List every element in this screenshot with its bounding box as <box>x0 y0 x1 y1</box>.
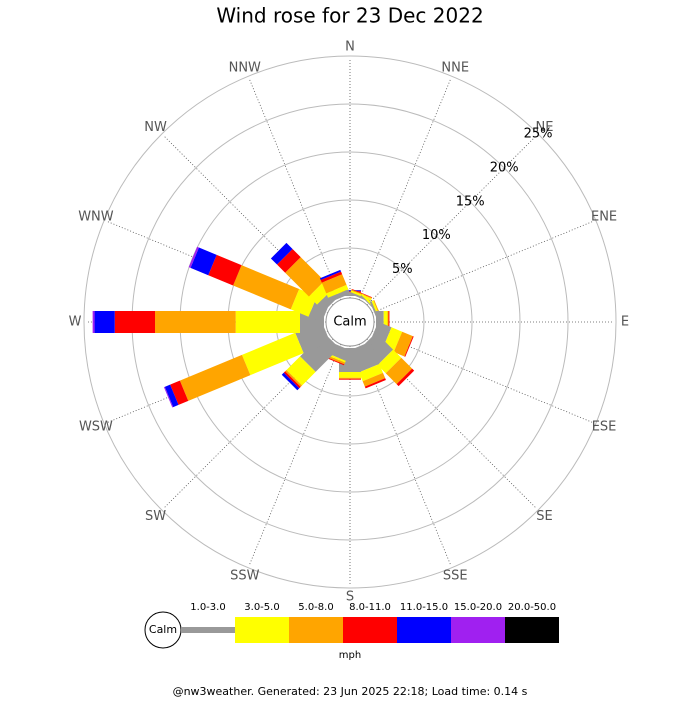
direction-label: NNE <box>441 60 469 75</box>
bar-segment <box>188 246 199 268</box>
bar-segment <box>377 349 402 374</box>
bar-segment <box>326 284 349 298</box>
bar-segment <box>393 331 413 357</box>
legend-swatch <box>343 617 397 643</box>
bar-segment <box>328 289 351 303</box>
bar-segment <box>92 311 95 333</box>
legend-calm-label: Calm <box>149 623 177 636</box>
bar-segment <box>190 247 217 276</box>
direction-label: NNW <box>229 60 261 75</box>
r-tick-label: 25% <box>524 126 553 141</box>
bar-segment <box>283 371 301 389</box>
bar-segment <box>235 311 300 333</box>
bar-segment <box>208 254 242 286</box>
bar-segment <box>286 356 316 386</box>
direction-label: SE <box>536 509 552 524</box>
legend-label: 1.0-3.0 <box>190 602 225 613</box>
legend-label: 15.0-20.0 <box>454 602 502 613</box>
bar-segment <box>155 311 236 333</box>
legend-swatch <box>451 617 505 643</box>
bar-segment <box>404 336 414 357</box>
bar-segment <box>339 372 361 378</box>
bar-segment <box>163 386 174 408</box>
bar-segment <box>319 269 342 281</box>
calm-circle <box>325 297 375 347</box>
bar-segment <box>339 294 361 296</box>
bar-segment <box>285 369 303 387</box>
legend-unit: mph <box>339 650 361 661</box>
bar-segment <box>164 384 179 408</box>
legend-label: 11.0-15.0 <box>400 602 448 613</box>
direction-label: N <box>345 40 355 55</box>
bar-segment <box>281 372 300 391</box>
direction-bar <box>281 332 340 391</box>
legend-swatch <box>397 617 451 643</box>
bar-segment <box>114 311 156 333</box>
direction-label: SSE <box>443 569 468 584</box>
direction-label: NE <box>535 120 553 135</box>
legend-swatch <box>289 617 343 643</box>
legend-label: 20.0-50.0 <box>508 602 556 613</box>
legend-swatch <box>181 627 235 633</box>
bar-segment <box>364 378 386 389</box>
grid-ring <box>83 55 617 589</box>
direction-bar <box>360 332 415 387</box>
bar-segment <box>320 271 343 283</box>
direction-label: WSW <box>79 420 113 435</box>
bar-segment <box>170 380 189 405</box>
bar-segment <box>321 274 347 294</box>
r-tick-label: 5% <box>392 262 413 277</box>
bar-segment <box>339 291 361 293</box>
direction-label: W <box>69 315 82 330</box>
r-tick-label: 15% <box>456 194 485 209</box>
direction-label: WNW <box>78 209 114 224</box>
bar-segment <box>339 377 361 379</box>
bar-segment <box>179 354 251 401</box>
direction-label: NW <box>144 120 167 135</box>
chart-title: Wind rose for 23 Dec 2022 <box>216 4 483 28</box>
r-tick-label: 10% <box>422 228 451 243</box>
bar-segment <box>362 372 386 387</box>
bar-segment <box>339 378 361 380</box>
legend-swatch <box>505 617 559 643</box>
bar-segment <box>358 363 383 382</box>
bar-segment <box>270 242 293 265</box>
direction-label: ENE <box>591 209 617 224</box>
direction-label: S <box>346 590 354 605</box>
direction-bar <box>92 311 324 333</box>
legend-label: 5.0-8.0 <box>298 602 333 613</box>
direction-bar <box>319 269 351 303</box>
bar-segment <box>241 332 304 376</box>
bar-segment <box>339 292 361 294</box>
direction-label: SSW <box>230 569 260 584</box>
calm-label: Calm <box>333 315 366 330</box>
bar-segment <box>276 248 301 273</box>
bar-segment <box>94 311 115 333</box>
r-tick-label: 20% <box>490 160 519 175</box>
direction-label: E <box>621 315 629 330</box>
bar-segment <box>396 368 415 387</box>
direction-label: ESE <box>592 420 617 435</box>
bar-segment <box>385 357 413 385</box>
direction-bar <box>188 246 331 323</box>
footer: @nw3weather. Generated: 23 Jun 2025 22:1… <box>173 685 528 698</box>
legend-label: 8.0-11.0 <box>349 602 391 613</box>
bar-segment <box>300 332 340 372</box>
bar-segment <box>351 289 372 299</box>
bar-segment <box>360 332 394 366</box>
bar-segment <box>285 257 325 297</box>
bar-segment <box>351 288 373 298</box>
bar-segment <box>233 265 300 310</box>
direction-label: SW <box>145 509 166 524</box>
legend-label: 3.0-5.0 <box>244 602 279 613</box>
bar-segment <box>339 290 361 292</box>
legend-swatch <box>235 617 289 643</box>
